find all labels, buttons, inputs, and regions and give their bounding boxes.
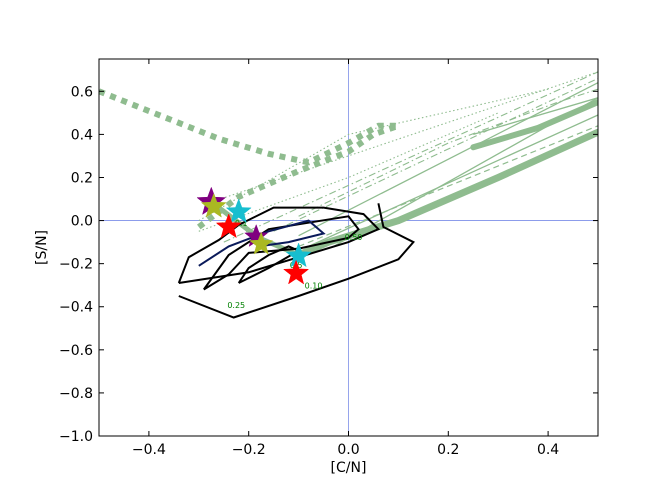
y-tick-label: 0.6 [71, 84, 93, 100]
star-marker [215, 213, 242, 239]
contour-label: 0.10 [305, 281, 323, 290]
y-tick-label: −0.8 [59, 386, 93, 402]
contour-label: 0.1 [235, 219, 248, 228]
star-marker [249, 231, 274, 255]
star-markers [196, 186, 312, 285]
contour-label: 0.50 [345, 233, 363, 242]
x-tick-label: −0.2 [232, 442, 266, 458]
model-track-line [333, 97, 598, 247]
star-marker [200, 192, 227, 218]
y-tick-label: −0.2 [59, 257, 93, 273]
y-tick-label: −0.4 [59, 300, 93, 316]
reference-lines [99, 59, 598, 436]
model-track-line [298, 88, 598, 217]
model-track-line [295, 128, 598, 259]
model-track-line [298, 82, 598, 237]
y-axis-label: [S/N] [34, 230, 50, 265]
star-marker [225, 198, 252, 224]
model-track-line [298, 125, 598, 247]
model-track-line [470, 99, 598, 151]
model-track-line [273, 77, 598, 232]
x-axis-label: [C/N] [331, 460, 367, 476]
contour-label: 0.25 [227, 301, 245, 310]
x-tick-label: 0.0 [337, 442, 359, 458]
contour-line [198, 219, 326, 267]
contour-line [237, 245, 301, 284]
star-marker [283, 259, 310, 285]
contour-line [178, 203, 416, 319]
model-track-line [223, 71, 598, 243]
y-tick-label: 0.0 [71, 214, 93, 230]
y-tick-label: −1.0 [59, 429, 93, 445]
x-tick-label: −0.4 [132, 442, 166, 458]
model-track-line [198, 88, 549, 222]
model-track-line [308, 114, 598, 247]
y-tick-label: −0.6 [59, 343, 93, 359]
model-track-line [473, 97, 598, 136]
model-track-line [99, 88, 399, 166]
y-tick-label: 0.4 [71, 127, 93, 143]
y-axis-ticks: 0.6 0.4 0.2 0.0 −0.2 −0.4 −0.6 −0.8 −1.0 [59, 84, 598, 445]
model-track-line [196, 122, 400, 230]
star-marker [285, 242, 312, 268]
x-axis-ticks: −0.4 −0.2 0.0 0.2 0.4 [132, 59, 559, 458]
y-tick-label: 0.2 [71, 170, 93, 186]
model-track-line [198, 112, 499, 232]
contour-line [177, 206, 381, 284]
x-tick-label: 0.4 [537, 442, 559, 458]
x-tick-label: 0.2 [437, 442, 459, 458]
